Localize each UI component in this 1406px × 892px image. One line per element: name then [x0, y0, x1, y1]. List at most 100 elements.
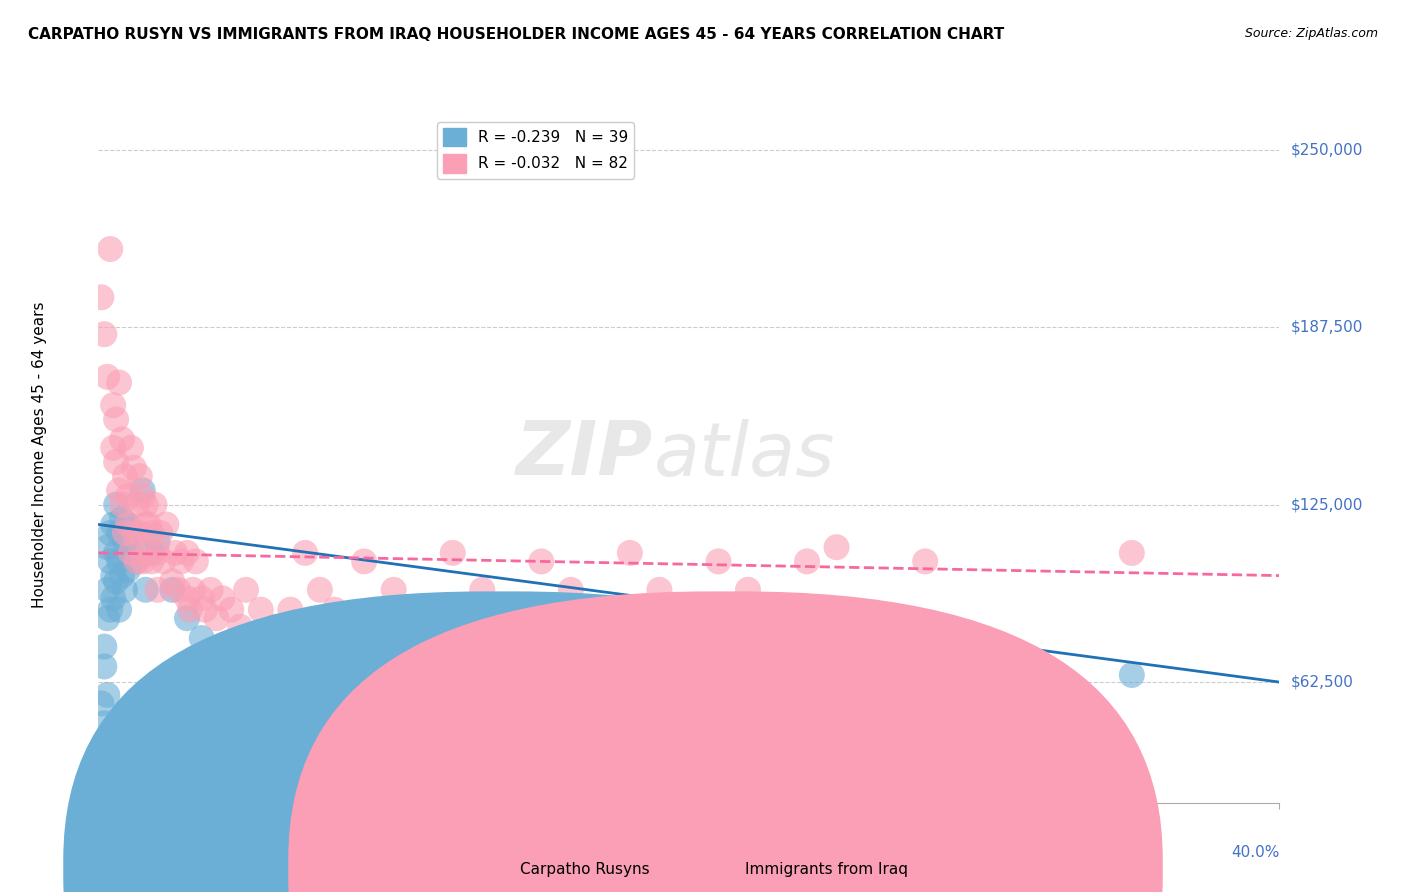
- Text: $125,000: $125,000: [1291, 497, 1362, 512]
- Point: [191, 591, 214, 606]
- Point: [648, 582, 671, 597]
- Point: [560, 582, 582, 597]
- Point: [229, 620, 252, 634]
- Point: [530, 554, 553, 568]
- Point: [176, 546, 198, 560]
- Point: [914, 554, 936, 568]
- Point: [96, 540, 118, 554]
- Point: [796, 554, 818, 568]
- Point: [138, 546, 160, 560]
- Point: [122, 526, 145, 541]
- Text: $187,500: $187,500: [1291, 319, 1362, 334]
- Point: [141, 546, 163, 560]
- Point: [105, 412, 128, 426]
- Point: [162, 582, 183, 597]
- Point: [141, 554, 163, 568]
- Point: [120, 546, 142, 560]
- Point: [141, 526, 163, 541]
- Point: [111, 432, 134, 446]
- Point: [125, 498, 148, 512]
- Point: [105, 498, 128, 512]
- Point: [707, 554, 730, 568]
- Point: [179, 603, 201, 617]
- Point: [146, 534, 169, 549]
- Point: [93, 716, 115, 731]
- Point: [117, 563, 139, 577]
- Point: [138, 517, 160, 532]
- Point: [146, 582, 169, 597]
- Point: [135, 582, 157, 597]
- Point: [184, 554, 207, 568]
- Point: [108, 554, 131, 568]
- Text: 40.0%: 40.0%: [1232, 845, 1279, 860]
- Text: Carpatho Rusyns: Carpatho Rusyns: [520, 863, 650, 877]
- Point: [1121, 546, 1143, 560]
- Point: [737, 582, 759, 597]
- Point: [111, 498, 134, 512]
- Point: [471, 582, 494, 597]
- Point: [93, 659, 115, 673]
- Point: [120, 546, 142, 560]
- Point: [108, 483, 131, 498]
- Point: [103, 398, 125, 412]
- Point: [120, 441, 142, 455]
- Point: [278, 603, 302, 617]
- Text: ZIP: ZIP: [516, 418, 654, 491]
- Point: [108, 376, 131, 390]
- Point: [194, 603, 217, 617]
- Point: [219, 603, 242, 617]
- Point: [146, 546, 169, 560]
- Text: Householder Income Ages 45 - 64 years: Householder Income Ages 45 - 64 years: [32, 301, 46, 608]
- Point: [103, 568, 125, 582]
- Point: [149, 526, 172, 541]
- Point: [143, 498, 166, 512]
- Point: [412, 603, 434, 617]
- Point: [108, 526, 131, 541]
- Point: [382, 582, 405, 597]
- Point: [90, 733, 112, 747]
- Point: [766, 603, 789, 617]
- Point: [114, 582, 136, 597]
- Point: [93, 327, 115, 342]
- Point: [135, 517, 157, 532]
- Text: $250,000: $250,000: [1291, 142, 1362, 157]
- Point: [132, 483, 155, 498]
- Point: [96, 688, 118, 702]
- Point: [165, 546, 187, 560]
- Point: [205, 611, 228, 625]
- Point: [90, 290, 112, 304]
- Point: [678, 603, 700, 617]
- Point: [441, 546, 464, 560]
- Text: $62,500: $62,500: [1291, 674, 1354, 690]
- Point: [98, 242, 121, 256]
- Point: [323, 603, 346, 617]
- Point: [98, 554, 121, 568]
- Text: CARPATHO RUSYN VS IMMIGRANTS FROM IRAQ HOUSEHOLDER INCOME AGES 45 - 64 YEARS COR: CARPATHO RUSYN VS IMMIGRANTS FROM IRAQ H…: [28, 27, 1004, 42]
- Point: [250, 603, 273, 617]
- Legend: R = -0.239   N = 39, R = -0.032   N = 82: R = -0.239 N = 39, R = -0.032 N = 82: [437, 121, 634, 178]
- Point: [98, 526, 121, 541]
- Point: [122, 526, 145, 541]
- Point: [501, 603, 523, 617]
- Point: [132, 489, 155, 503]
- Point: [176, 611, 198, 625]
- Point: [353, 554, 375, 568]
- Point: [111, 568, 134, 582]
- Point: [200, 582, 222, 597]
- Point: [155, 517, 177, 532]
- Point: [117, 489, 139, 503]
- Point: [589, 603, 612, 617]
- Point: [125, 554, 148, 568]
- Text: Immigrants from Iraq: Immigrants from Iraq: [745, 863, 908, 877]
- Point: [128, 526, 150, 541]
- Point: [125, 554, 148, 568]
- Point: [619, 546, 641, 560]
- Point: [103, 517, 125, 532]
- Point: [128, 469, 150, 483]
- Point: [108, 603, 131, 617]
- Point: [309, 582, 332, 597]
- Point: [1121, 668, 1143, 682]
- Point: [96, 582, 118, 597]
- Text: atlas: atlas: [654, 419, 835, 491]
- Point: [111, 512, 134, 526]
